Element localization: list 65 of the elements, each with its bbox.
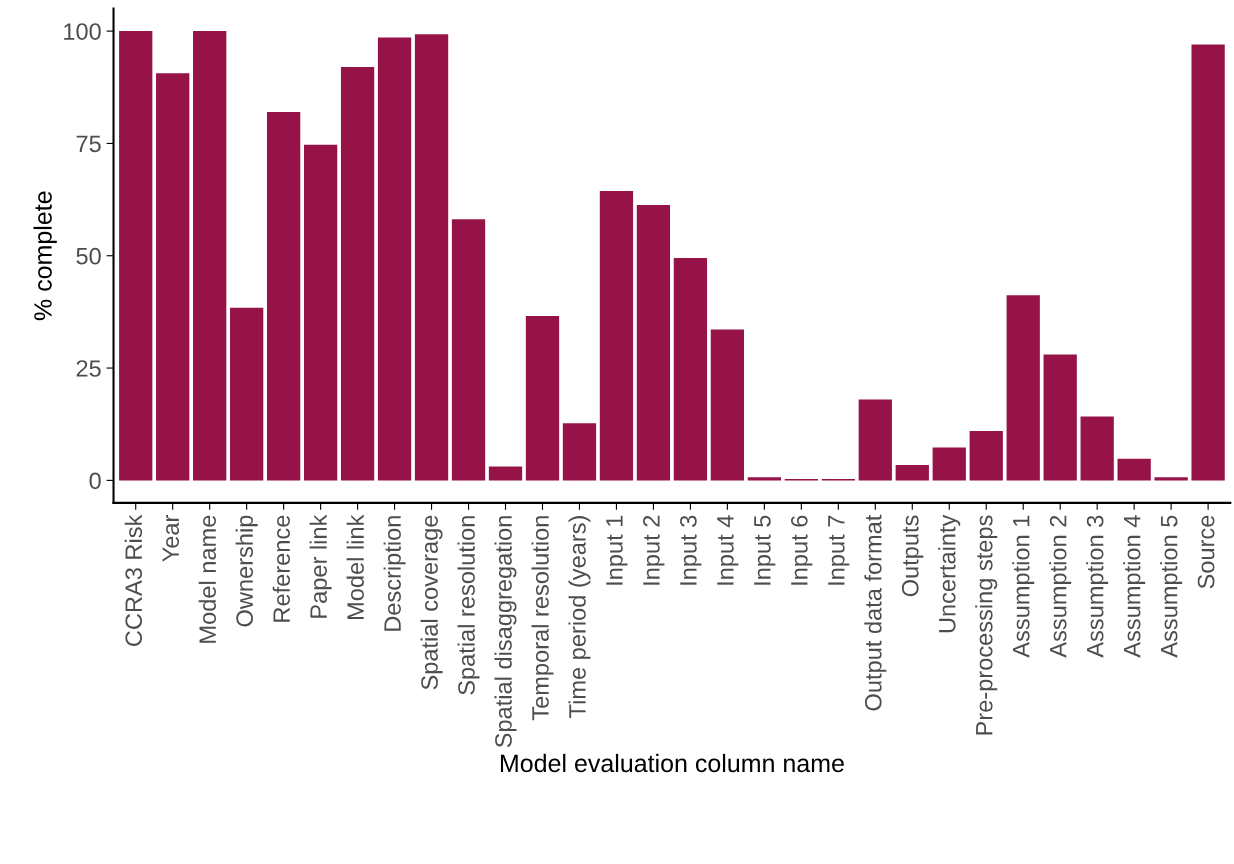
bar — [895, 465, 929, 481]
bar — [710, 329, 745, 481]
x-axis-title: Model evaluation column name — [500, 753, 844, 773]
bar — [858, 399, 892, 481]
x-tick-label: Time period (years) — [568, 516, 591, 718]
x-tick-label: Spatial disaggregation — [494, 516, 517, 748]
bar — [156, 73, 190, 481]
x-tick-label: Input 5 — [754, 515, 776, 585]
x-tick-label: Output data format — [864, 514, 887, 711]
bar — [1117, 458, 1151, 481]
x-tick-label: Year — [162, 515, 180, 562]
bar — [414, 34, 449, 481]
bar — [266, 111, 301, 481]
bar — [599, 191, 634, 481]
bar — [230, 307, 264, 481]
bar — [451, 219, 486, 481]
bar — [1043, 354, 1077, 481]
x-tick-label: Assumption 2 — [1049, 515, 1072, 658]
x-tick-label: Input 3 — [680, 515, 702, 585]
y-tick-label: 50 — [76, 247, 101, 265]
bar — [969, 430, 1003, 481]
bar — [1080, 416, 1114, 481]
y-tick-label: 75 — [76, 135, 101, 153]
x-tick-label: Paper link — [309, 514, 332, 618]
bar — [932, 447, 966, 481]
x-tick-label: Model name — [198, 515, 217, 643]
x-tick-label: Input 1 — [606, 515, 628, 585]
bar — [119, 31, 153, 481]
bar — [562, 423, 597, 481]
y-tick-label: 100 — [64, 23, 101, 40]
x-tick-label: Assumption 5 — [1160, 515, 1183, 658]
x-tick-label: Reference — [272, 515, 290, 622]
x-tick-label: Spatial coverage — [420, 515, 443, 690]
bar — [1006, 295, 1040, 481]
y-axis-title: % complete — [33, 191, 57, 321]
x-tick-label: Assumption 3 — [1086, 515, 1109, 658]
bar — [193, 31, 227, 481]
x-tick-label: Pre-processing steps — [975, 515, 998, 735]
x-tick-label: Spatial resolution — [457, 516, 480, 695]
x-tick-label: Assumption 4 — [1123, 515, 1146, 658]
x-tick-label: Input 7 — [828, 515, 850, 585]
x-tick-label: CCRA3 Risk — [124, 514, 143, 646]
bar — [747, 477, 781, 481]
x-tick-label: Description — [383, 516, 406, 631]
x-tick-label: Assumption 1 — [1012, 515, 1035, 658]
bar — [636, 204, 671, 481]
bar — [1154, 477, 1188, 481]
x-tick-label: Source — [1197, 515, 1215, 589]
x-tick-label: Input 6 — [790, 515, 813, 585]
x-tick-label: Outputs — [901, 515, 924, 597]
y-tick-label: 0 — [89, 472, 101, 490]
x-tick-label: Input 4 — [717, 515, 739, 585]
bar — [488, 466, 523, 481]
bar — [377, 37, 412, 481]
bar — [673, 257, 708, 481]
bar — [340, 67, 375, 481]
bar — [303, 144, 338, 481]
x-tick-label: Uncertainty — [938, 514, 961, 633]
bar — [1191, 44, 1225, 481]
x-tick-label: Ownership — [235, 515, 258, 627]
x-tick-label: Temporal resolution — [531, 516, 554, 721]
bar — [525, 315, 560, 481]
x-tick-label: Model link — [346, 514, 364, 620]
y-tick-label: 25 — [76, 360, 101, 377]
x-tick-label: Input 2 — [643, 515, 665, 585]
